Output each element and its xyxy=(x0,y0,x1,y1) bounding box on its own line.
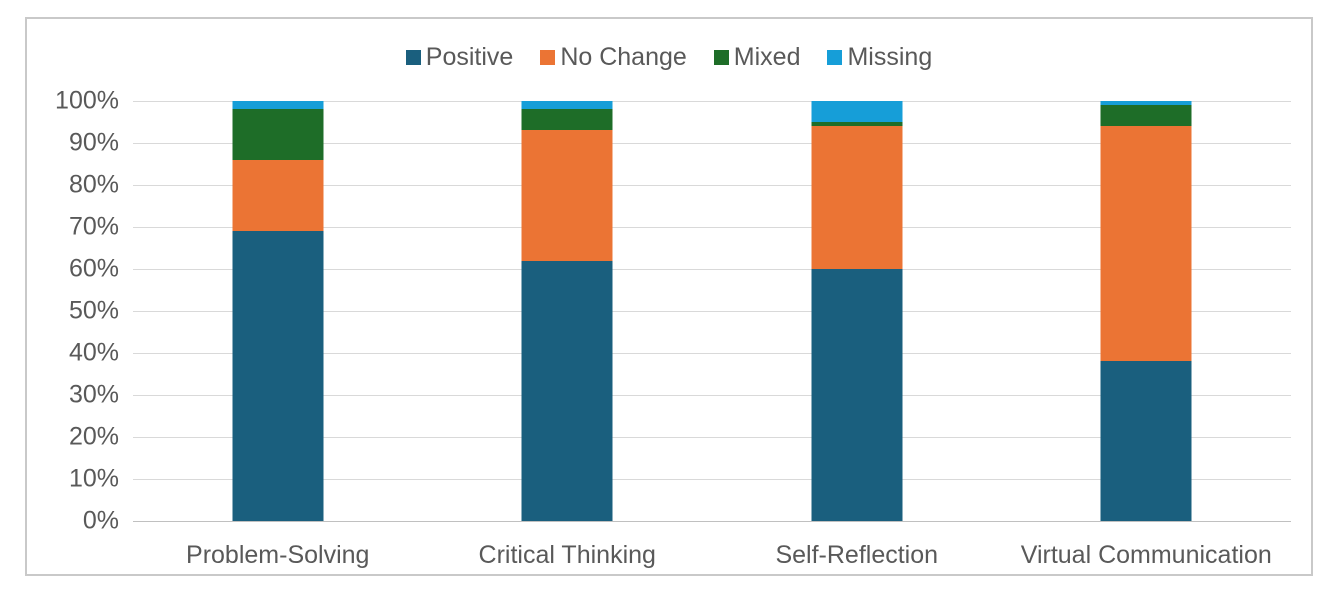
bar-segment-critical-thinking-mixed xyxy=(521,109,613,131)
x-tick-label-problem-solving: Problem-Solving xyxy=(186,541,370,569)
gridline xyxy=(133,143,1291,144)
plot-area xyxy=(133,101,1292,522)
y-tick-label: 50% xyxy=(68,296,119,325)
x-tick-label-critical-thinking: Critical Thinking xyxy=(478,541,656,569)
stacked-bar-virtual-communication xyxy=(1100,101,1192,521)
bar-segment-problem-solving-positive xyxy=(232,231,324,521)
gridline xyxy=(133,311,1291,312)
legend-swatch-icon xyxy=(405,50,421,65)
bar-segment-critical-thinking-no-change xyxy=(521,130,613,261)
legend-label: Mixed xyxy=(733,43,801,71)
legend-item-missing: Missing xyxy=(827,43,932,72)
legend-item-mixed: Mixed xyxy=(713,43,801,72)
stacked-bar-self-reflection xyxy=(811,101,903,521)
gridline xyxy=(133,479,1291,480)
x-tick-label-virtual-communication: Virtual Communication xyxy=(1020,541,1272,569)
y-tick-label: 60% xyxy=(68,254,119,283)
gridline xyxy=(133,269,1291,270)
bar-segment-problem-solving-no-change xyxy=(232,159,324,232)
bar-slot-self-reflection xyxy=(712,101,1002,521)
bar-segment-critical-thinking-missing xyxy=(521,101,613,110)
bar-segment-self-reflection-missing xyxy=(811,101,903,123)
y-tick-label: 100% xyxy=(55,86,119,115)
gridline xyxy=(133,395,1291,396)
stacked-bar-problem-solving xyxy=(232,101,324,521)
chart-legend: Positive No Change Mixed Missing xyxy=(27,43,1311,72)
stacked-bar-critical-thinking xyxy=(521,101,613,521)
bar-segment-critical-thinking-positive xyxy=(521,260,613,521)
bar-segment-problem-solving-mixed xyxy=(232,109,324,160)
legend-swatch-icon xyxy=(827,50,843,65)
y-tick-label: 20% xyxy=(68,422,119,451)
bar-segment-virtual-communication-missing xyxy=(1100,101,1192,106)
bar-segment-self-reflection-positive xyxy=(811,269,903,521)
bar-segment-virtual-communication-positive xyxy=(1100,361,1192,521)
y-tick-label: 0% xyxy=(82,506,119,535)
bar-segment-self-reflection-mixed xyxy=(811,122,903,127)
x-tick-label-self-reflection: Self-Reflection xyxy=(775,541,939,569)
bar-segment-problem-solving-missing xyxy=(232,101,324,110)
legend-label: Missing xyxy=(847,43,933,71)
bar-slot-critical-thinking xyxy=(423,101,713,521)
gridline xyxy=(133,101,1291,102)
y-tick-label: 40% xyxy=(68,338,119,367)
bar-slot-virtual-communication xyxy=(1002,101,1292,521)
y-tick-label: 80% xyxy=(68,170,119,199)
gridline xyxy=(133,185,1291,186)
gridline xyxy=(133,437,1291,438)
y-tick-label: 90% xyxy=(68,128,119,157)
chart-frame: Positive No Change Mixed Missing 100% 90% 80%… xyxy=(25,17,1313,576)
bar-slot-problem-solving xyxy=(133,101,423,521)
legend-swatch-icon xyxy=(540,50,556,65)
gridline xyxy=(133,227,1291,228)
bar-segment-self-reflection-no-change xyxy=(811,126,903,269)
x-axis-line xyxy=(133,521,1291,522)
legend-label: No Change xyxy=(560,43,687,71)
y-tick-label: 70% xyxy=(68,212,119,241)
legend-item-positive: Positive xyxy=(405,43,514,72)
gridline xyxy=(133,353,1291,354)
y-tick-label: 30% xyxy=(68,380,119,409)
legend-label: Positive xyxy=(425,43,514,71)
y-tick-label: 10% xyxy=(68,464,119,493)
legend-swatch-icon xyxy=(713,50,729,65)
bar-segment-virtual-communication-no-change xyxy=(1100,126,1192,362)
legend-item-no-change: No Change xyxy=(540,43,687,72)
bar-segment-virtual-communication-mixed xyxy=(1100,105,1192,127)
